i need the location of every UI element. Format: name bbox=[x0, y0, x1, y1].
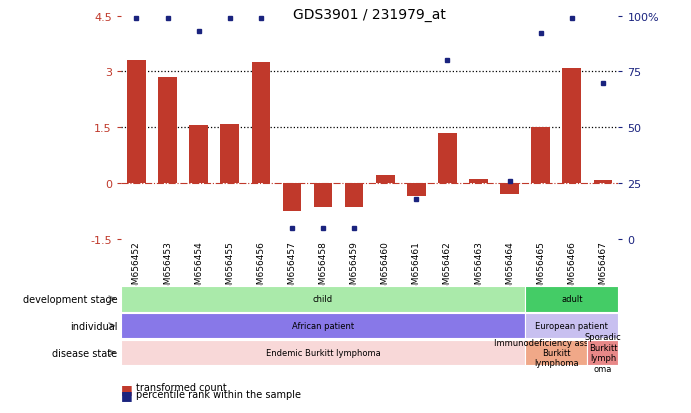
Bar bbox=[220, 124, 239, 184]
Text: Endemic Burkitt lymphoma: Endemic Burkitt lymphoma bbox=[265, 348, 381, 357]
Text: development stage: development stage bbox=[23, 294, 117, 304]
Bar bbox=[345, 184, 363, 208]
Text: ■: ■ bbox=[121, 388, 133, 401]
Bar bbox=[438, 134, 457, 184]
Bar bbox=[189, 126, 208, 184]
Bar bbox=[500, 184, 519, 195]
Bar bbox=[562, 69, 581, 184]
Bar bbox=[127, 61, 146, 184]
Text: European patient: European patient bbox=[536, 321, 608, 330]
Bar bbox=[407, 184, 426, 197]
Text: Immunodeficiency associated
Burkitt
lymphoma: Immunodeficiency associated Burkitt lymp… bbox=[493, 338, 619, 368]
Text: Sporadic
Burkitt
lymph
oma: Sporadic Burkitt lymph oma bbox=[585, 332, 621, 373]
Text: adult: adult bbox=[561, 294, 583, 304]
Text: African patient: African patient bbox=[292, 321, 354, 330]
Text: GDS3901 / 231979_at: GDS3901 / 231979_at bbox=[293, 8, 446, 22]
Text: child: child bbox=[313, 294, 333, 304]
Bar bbox=[158, 78, 177, 184]
Bar bbox=[283, 184, 301, 211]
Bar bbox=[469, 179, 488, 184]
Text: ■: ■ bbox=[121, 382, 133, 395]
Text: disease state: disease state bbox=[53, 348, 117, 358]
Bar bbox=[376, 176, 395, 184]
Bar bbox=[314, 184, 332, 208]
Bar bbox=[531, 128, 550, 184]
Bar bbox=[252, 63, 270, 184]
Text: transformed count: transformed count bbox=[136, 382, 227, 392]
Bar bbox=[594, 180, 612, 184]
Text: individual: individual bbox=[70, 321, 117, 331]
Text: percentile rank within the sample: percentile rank within the sample bbox=[136, 389, 301, 399]
